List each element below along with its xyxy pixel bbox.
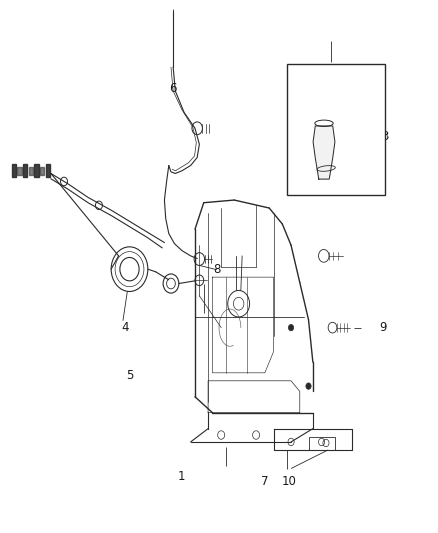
Bar bbox=[28, 167, 33, 174]
Bar bbox=[12, 165, 16, 177]
Text: 10: 10 bbox=[282, 475, 296, 488]
Text: 9: 9 bbox=[379, 321, 386, 334]
Text: 3: 3 bbox=[381, 130, 389, 143]
Bar bbox=[40, 167, 44, 174]
Text: 1: 1 bbox=[178, 470, 186, 483]
Text: 5: 5 bbox=[126, 369, 133, 382]
Polygon shape bbox=[313, 126, 335, 179]
Text: 8: 8 bbox=[213, 263, 220, 276]
Bar bbox=[34, 165, 39, 177]
Text: 7: 7 bbox=[261, 475, 268, 488]
Bar bbox=[287, 64, 385, 195]
Bar bbox=[46, 165, 50, 177]
Text: 2: 2 bbox=[344, 77, 352, 90]
Circle shape bbox=[288, 325, 293, 331]
Bar bbox=[23, 165, 27, 177]
Bar bbox=[17, 167, 21, 174]
Text: 6: 6 bbox=[170, 82, 177, 95]
Circle shape bbox=[306, 383, 311, 389]
Text: 4: 4 bbox=[121, 321, 129, 334]
Bar bbox=[308, 437, 335, 450]
